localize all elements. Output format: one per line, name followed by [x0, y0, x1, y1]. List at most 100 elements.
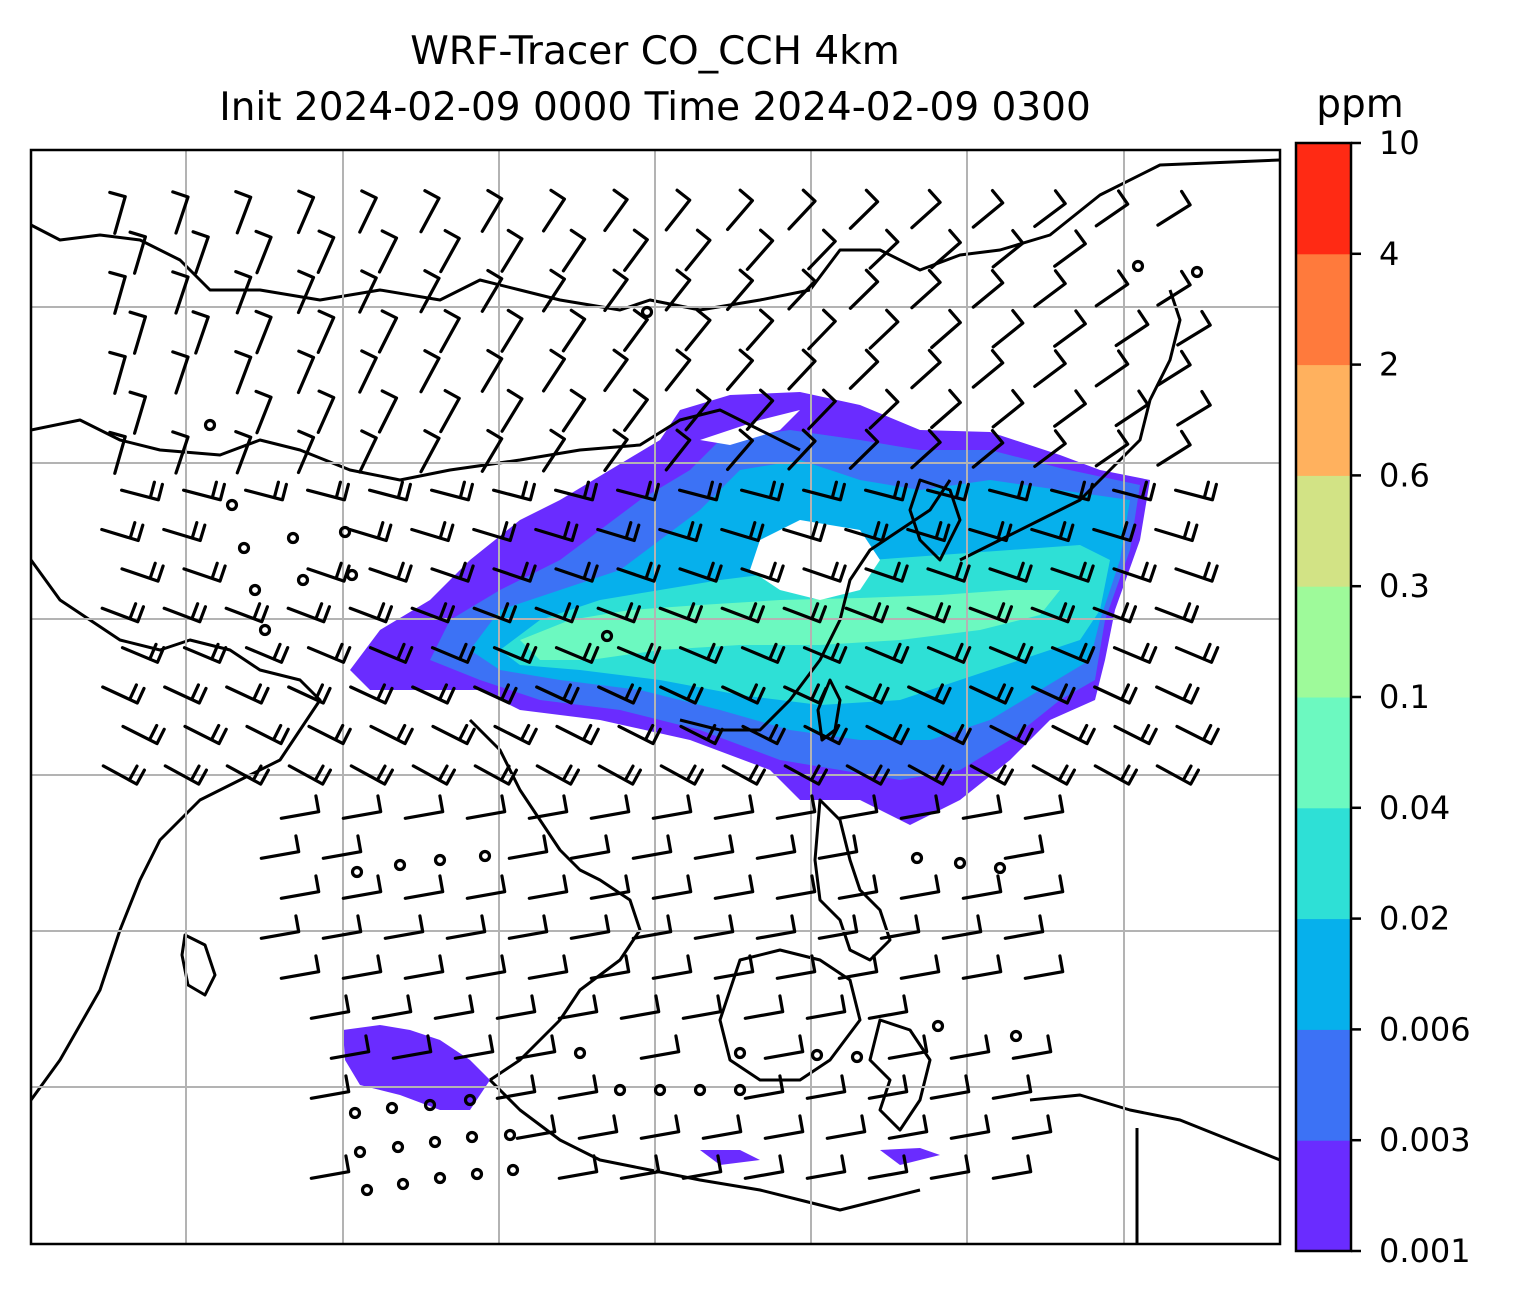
wind-barb [740, 561, 785, 583]
wind-barb [495, 1074, 537, 1100]
wind-barb [1030, 602, 1075, 624]
wind-calm-marker [600, 629, 614, 643]
wind-barb [989, 723, 1034, 746]
wind-barb [480, 428, 504, 473]
wind-barb [1175, 723, 1220, 746]
wind-calm-marker [428, 1135, 442, 1149]
wind-barb [1094, 429, 1130, 468]
wind-barb [1112, 480, 1156, 502]
wind-barb [245, 723, 290, 746]
wind-calm-marker [258, 623, 272, 637]
wind-barb [348, 521, 393, 543]
colorbar-segment [1296, 1140, 1351, 1252]
colorbar-segment [1296, 253, 1351, 366]
wind-barb [726, 268, 754, 311]
wind-calm-marker [931, 1019, 945, 1033]
wind-barb [371, 994, 413, 1020]
wind-barb [296, 269, 316, 315]
wind-barb [907, 764, 952, 786]
wind-barb [745, 388, 775, 431]
wind-calm-marker [503, 1128, 517, 1142]
wind-barb [971, 189, 1005, 229]
wind-barb [949, 1114, 991, 1140]
colorbar-tick-label: 10 [1379, 124, 1420, 162]
wind-barb [968, 521, 1013, 543]
wind-barb [802, 642, 848, 664]
wind-barb [554, 642, 600, 664]
wind-barb [805, 994, 847, 1020]
wind-barb [603, 428, 629, 472]
wind-barb [971, 429, 1005, 469]
wind-barb [108, 350, 127, 395]
colorbar-unit-label: ppm [1316, 82, 1404, 127]
wind-barb [988, 642, 1034, 664]
wind-barb [906, 521, 951, 543]
wind-barb [817, 834, 859, 860]
wind-barb [949, 1034, 991, 1060]
wind-barb [782, 602, 827, 624]
wind-barb [259, 914, 301, 940]
colorbar-tick-label: 0.6 [1379, 456, 1430, 494]
wind-barb [596, 602, 641, 624]
wind-barb [864, 480, 908, 502]
wind-barb [403, 874, 445, 900]
wind-barb [1050, 480, 1094, 502]
wind-barb [664, 268, 692, 312]
wind-barb [480, 268, 504, 313]
map-frame [29, 148, 1282, 1246]
wind-barb [472, 602, 517, 624]
wind-barb [287, 683, 332, 705]
wind-barb [234, 350, 253, 395]
coastline-new-guinea [1029, 1093, 1280, 1162]
wind-barb [802, 561, 847, 583]
wind-barb [684, 388, 712, 432]
wind-barb [1094, 349, 1130, 388]
wind-barb [743, 994, 785, 1020]
wind-barb [619, 994, 661, 1020]
wind-barb [100, 602, 145, 624]
colorbar-segment [1296, 586, 1351, 698]
wind-calm-marker [953, 856, 967, 870]
wind-barb [296, 189, 316, 235]
wind-barb [296, 429, 316, 475]
wind-barb [623, 228, 649, 272]
wind-barb [349, 683, 394, 705]
wind-barbs [100, 188, 1220, 1197]
wind-calm-marker [573, 1046, 587, 1060]
colorbar: 0.001 0.003 0.006 0.02 0.04 0.1 0.3 0.6 2 4 10 [1294, 124, 1471, 1270]
coastline-borneo [718, 948, 862, 1082]
wind-barb [527, 954, 569, 980]
wind-calm-marker [470, 1167, 484, 1181]
wind-barb [561, 388, 587, 433]
wind-barb [659, 683, 704, 705]
wind-barb [480, 188, 504, 233]
wind-barb [403, 954, 445, 980]
wind-barb [603, 188, 629, 232]
wind-barb [561, 228, 587, 273]
wind-barb [182, 642, 228, 664]
wind-barb [848, 268, 880, 310]
wind-barb [991, 229, 1025, 269]
wind-barb [1092, 521, 1137, 543]
wind-barb [419, 349, 441, 394]
wind-barb [837, 794, 879, 820]
wind-barb [787, 428, 817, 471]
wind-barb [721, 764, 766, 786]
wind-barb [639, 1034, 681, 1060]
wind-barb [473, 683, 518, 705]
coastline-central-asia [31, 408, 801, 482]
wind-barb [439, 229, 461, 274]
wind-barb [108, 430, 127, 475]
wind-barb [287, 764, 332, 786]
wind-barb [726, 428, 754, 471]
wind-calm-marker [810, 1048, 824, 1062]
wind-barb [720, 521, 765, 543]
wind-barb [419, 189, 441, 234]
wind-barb [603, 268, 629, 312]
wind-barb [783, 683, 828, 705]
wind-calm-marker [478, 849, 492, 863]
wind-barb [929, 1154, 971, 1180]
wind-barb [391, 1034, 433, 1060]
plume-patch-s1 [700, 1150, 760, 1165]
wind-barb [701, 1114, 743, 1140]
